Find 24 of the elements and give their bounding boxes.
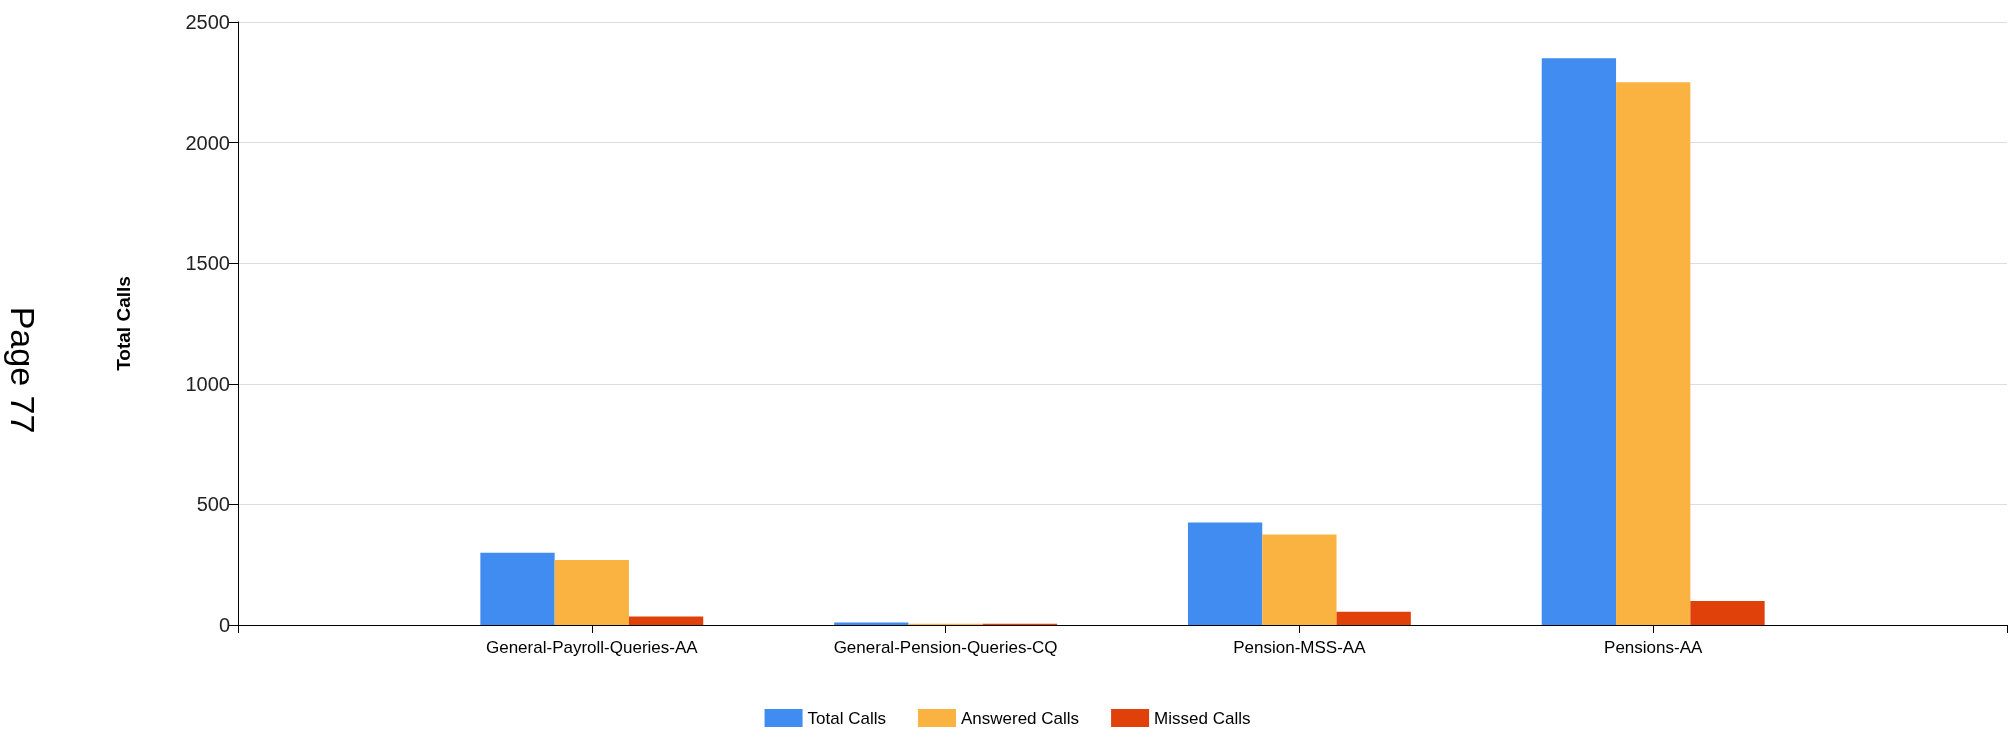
bar [480, 552, 555, 625]
y-tick-label: 1000 [185, 372, 230, 395]
x-tick-label: Pensions-AA [1604, 638, 1703, 657]
x-tick-label: General-Pension-Queries-CQ [833, 638, 1058, 657]
x-tick-label: General-Payroll-Queries-AA [485, 638, 699, 657]
bar [1690, 600, 1765, 625]
bar [1187, 522, 1263, 625]
text: Page 77 [4, 306, 42, 434]
bar [1336, 611, 1411, 625]
legend-label: Total Calls [807, 708, 886, 728]
bar [1262, 534, 1337, 625]
y-tick-label: 500 [196, 493, 230, 516]
bar [1616, 82, 1691, 625]
x-tick-label: Pension-MSS-AA [1233, 638, 1367, 657]
legend-label: Answered Calls [960, 708, 1080, 728]
bar [628, 616, 704, 625]
y-tick-label: 0 [218, 614, 230, 636]
y-axis-title: Total Calls [113, 276, 134, 371]
legend-label: Missed Calls [1154, 708, 1251, 728]
bar [554, 559, 629, 625]
y-tick-label: 2500 [185, 11, 230, 33]
bar [1541, 58, 1617, 625]
y-tick-label: 2000 [185, 131, 230, 154]
y-tick-label: 1500 [185, 252, 230, 275]
